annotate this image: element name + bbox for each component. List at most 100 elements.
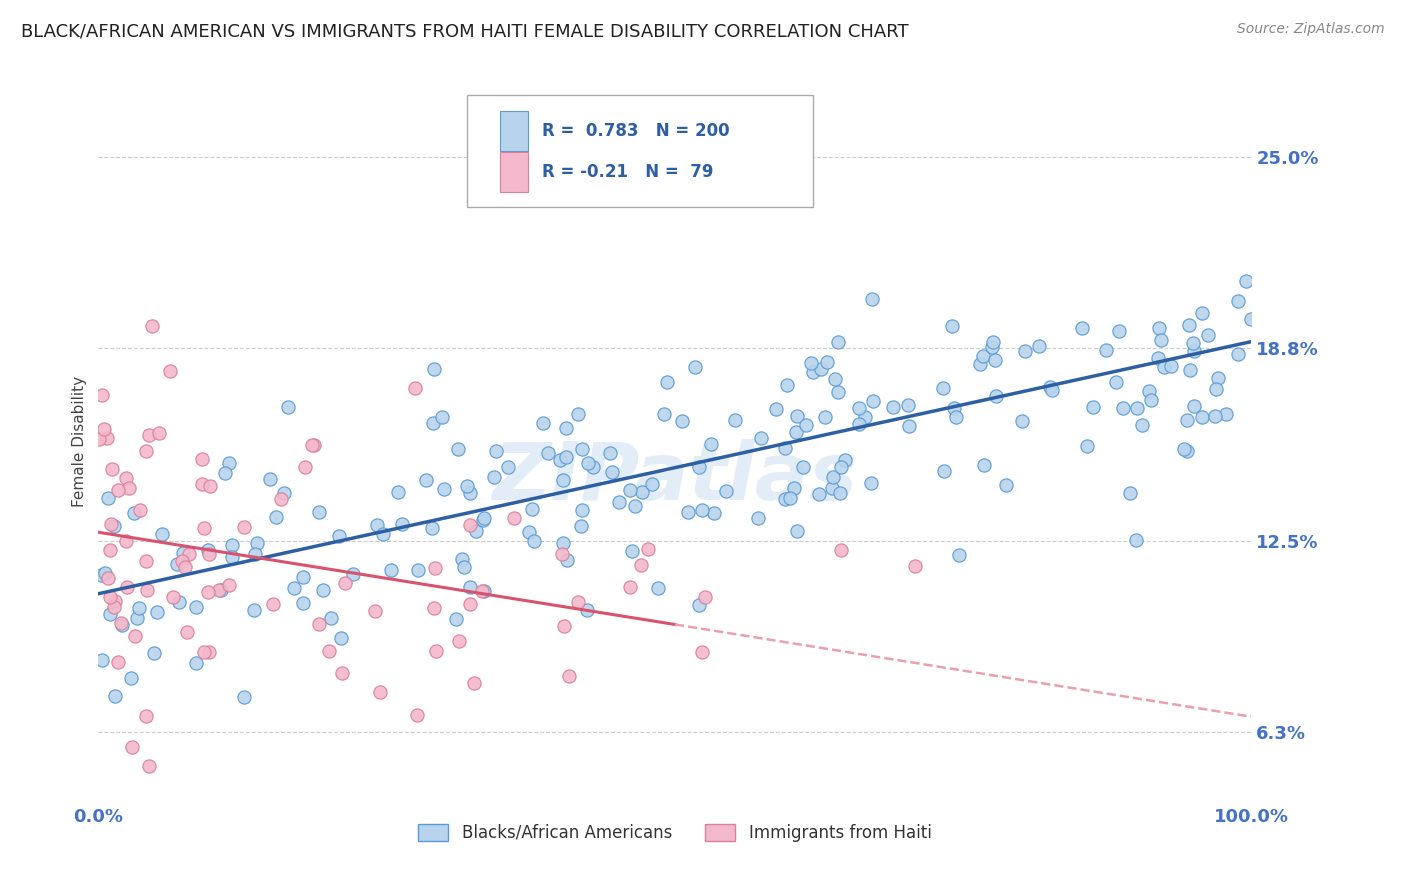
Point	[193, 645, 215, 659]
Point	[984, 352, 1007, 367]
Point	[312, 582, 335, 597]
Point	[969, 357, 991, 371]
Point	[143, 646, 166, 660]
Point	[688, 459, 710, 474]
Point	[193, 521, 215, 535]
Point	[685, 359, 707, 374]
Point	[654, 407, 676, 421]
Point	[1234, 274, 1257, 288]
Point	[571, 519, 593, 533]
Point	[503, 511, 526, 525]
Point	[218, 578, 240, 592]
Point	[1182, 344, 1205, 359]
Point	[111, 618, 134, 632]
Point	[91, 387, 114, 401]
Point	[128, 600, 150, 615]
Point	[655, 375, 678, 389]
Point	[1160, 359, 1182, 373]
Point	[458, 597, 481, 611]
Point	[1227, 293, 1250, 308]
Point	[423, 361, 446, 376]
Point	[1153, 360, 1175, 375]
Point	[941, 319, 963, 334]
Point	[630, 484, 652, 499]
Point	[779, 491, 801, 505]
Point	[785, 425, 807, 439]
Point	[994, 477, 1017, 491]
Point	[1105, 376, 1128, 390]
Point	[120, 671, 142, 685]
Point	[104, 594, 127, 608]
FancyBboxPatch shape	[467, 95, 813, 207]
Point	[1028, 339, 1050, 353]
Point	[221, 549, 243, 564]
Point	[1177, 443, 1199, 458]
Point	[619, 483, 641, 497]
Point	[115, 580, 138, 594]
Point	[172, 546, 194, 560]
Point	[813, 409, 835, 424]
Point	[1178, 363, 1201, 377]
Point	[786, 409, 808, 423]
Point	[765, 401, 787, 416]
Point	[308, 617, 330, 632]
Point	[647, 581, 669, 595]
Point	[103, 519, 125, 533]
Point	[232, 520, 254, 534]
Point	[453, 560, 475, 574]
Point	[703, 506, 725, 520]
Point	[619, 580, 641, 594]
Point	[415, 473, 437, 487]
Point	[264, 509, 287, 524]
Point	[1178, 318, 1201, 332]
Point	[221, 538, 243, 552]
Point	[1108, 324, 1130, 338]
Point	[1239, 312, 1261, 326]
Point	[301, 438, 323, 452]
Point	[191, 477, 214, 491]
Point	[1191, 410, 1213, 425]
Point	[138, 759, 160, 773]
Point	[96, 431, 118, 445]
Point	[828, 486, 851, 500]
Point	[1175, 413, 1198, 427]
Point	[406, 563, 429, 577]
Point	[555, 420, 578, 434]
Point	[107, 655, 129, 669]
Point	[792, 460, 814, 475]
Y-axis label: Female Disability: Female Disability	[72, 376, 87, 508]
Point	[125, 610, 148, 624]
Point	[807, 487, 830, 501]
Point	[553, 619, 575, 633]
Point	[786, 524, 808, 538]
Point	[115, 471, 138, 485]
Point	[135, 708, 157, 723]
Point	[531, 416, 554, 430]
Point	[391, 517, 413, 532]
Point	[671, 414, 693, 428]
Point	[262, 597, 284, 611]
Point	[484, 470, 506, 484]
Point	[932, 381, 955, 395]
Point	[380, 562, 402, 576]
Point	[218, 456, 240, 470]
Point	[834, 453, 856, 467]
Point	[146, 605, 169, 619]
Point	[1125, 533, 1147, 547]
Point	[550, 453, 572, 467]
Point	[259, 472, 281, 486]
Point	[714, 483, 737, 498]
Point	[690, 502, 713, 516]
Point	[191, 452, 214, 467]
Point	[688, 598, 710, 612]
Point	[558, 669, 581, 683]
Point	[848, 401, 870, 415]
Point	[138, 427, 160, 442]
Point	[537, 446, 560, 460]
Point	[1206, 371, 1229, 385]
Point	[368, 684, 391, 698]
Point	[860, 292, 883, 306]
Point	[292, 596, 315, 610]
Point	[451, 552, 474, 566]
Point	[824, 372, 846, 386]
